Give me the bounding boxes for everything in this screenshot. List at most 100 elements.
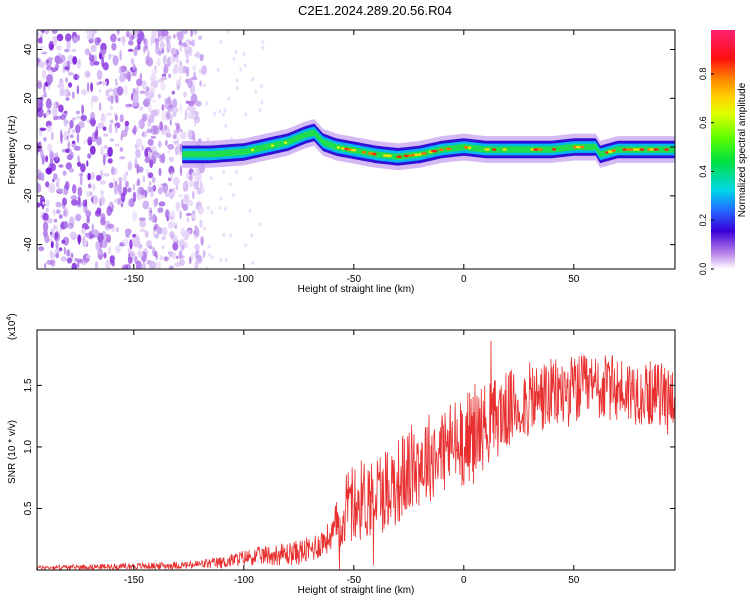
noise-blob (70, 195, 78, 200)
noise-blob (47, 84, 51, 90)
noise-blob (114, 80, 119, 87)
noise-blob (115, 114, 118, 122)
x-tick-label: -150 (124, 575, 144, 586)
noise-blob (87, 136, 93, 145)
noise-blob (89, 59, 95, 67)
noise-blob (162, 245, 165, 250)
snr-frame (36, 329, 676, 571)
noise-blob (149, 159, 154, 169)
noise-blob (47, 69, 53, 74)
spectrogram-y-ticks: 40 20 0 -20 -40 (23, 44, 675, 252)
ridge-hotspot (629, 148, 634, 151)
noise-blob (193, 230, 198, 236)
snr-y-multiplier-base: (x10 (7, 320, 18, 340)
noise-blob (140, 190, 148, 196)
noise-blob (108, 182, 114, 189)
noise-blob (42, 212, 49, 221)
noise-blob (139, 90, 146, 94)
x-tick-label: -50 (347, 274, 362, 285)
noise-blob (75, 115, 81, 120)
noise-blob (108, 88, 114, 92)
noise-blob (152, 213, 156, 221)
noise-blob (81, 260, 87, 265)
noise-blob (102, 155, 106, 166)
noise-blob (139, 220, 147, 228)
noise-blob (161, 104, 165, 111)
noise-blob (140, 167, 143, 171)
ridge-hotspot (653, 148, 660, 151)
noise-blob (194, 260, 199, 269)
noise-blob (60, 256, 67, 262)
noise-blob (228, 182, 232, 187)
colorbar-gradient (711, 30, 735, 269)
noise-blob (46, 218, 53, 224)
noise-blob (186, 105, 192, 111)
noise-blob (139, 72, 143, 80)
noise-blob (175, 184, 178, 191)
noise-blob (193, 180, 200, 190)
noise-blob (65, 33, 72, 42)
noise-blob (59, 86, 65, 97)
noise-blob (53, 224, 56, 231)
noise-blob (187, 200, 194, 206)
noise-blob (58, 104, 64, 113)
noise-blob (107, 158, 113, 164)
noise-blob (182, 183, 186, 187)
noise-blob (159, 41, 165, 50)
noise-blob (68, 168, 75, 173)
noise-blob (172, 187, 176, 196)
noise-blob (111, 42, 117, 51)
noise-blob (96, 250, 103, 256)
noise-blob (175, 53, 179, 64)
noise-blob (192, 135, 196, 142)
noise-blob (95, 241, 101, 251)
y-tick-label: 0 (23, 144, 34, 150)
noise-blob (86, 160, 89, 167)
noise-blob (179, 210, 182, 220)
noise-blob (100, 180, 106, 185)
noise-blob (150, 125, 157, 135)
noise-blob (41, 30, 45, 34)
noise-blob (70, 134, 74, 139)
noise-blob (158, 35, 164, 42)
noise-blob (239, 67, 243, 72)
noise-blob (166, 149, 171, 154)
noise-blob (165, 133, 172, 138)
colorbar-tick-label: 0.8 (698, 68, 708, 81)
noise-blob (109, 138, 115, 142)
noise-blob (162, 54, 167, 65)
noise-blob (172, 242, 179, 251)
noise-blob (111, 166, 115, 176)
noise-blob (44, 234, 50, 243)
noise-blob (86, 215, 90, 224)
noise-blob (137, 31, 145, 42)
noise-blob (64, 221, 68, 229)
noise-blob (89, 145, 96, 155)
noise-blob (99, 195, 106, 206)
ridge-hotspot (626, 148, 630, 151)
noise-blob (67, 140, 71, 151)
noise-blob (179, 165, 183, 177)
ridge-hotspot (362, 150, 366, 154)
noise-blob (81, 89, 87, 96)
noise-blob (142, 130, 147, 138)
x-tick-label: -150 (124, 274, 144, 285)
noise-blob (71, 117, 76, 121)
colorbar-tick-label: 0.6 (698, 116, 708, 129)
noise-blob (119, 49, 122, 61)
noise-blob (203, 226, 206, 231)
noise-blob (167, 104, 174, 112)
noise-blob (105, 259, 111, 269)
noise-blob (171, 112, 177, 118)
noise-blob (199, 80, 203, 87)
x-tick-label: 50 (568, 274, 580, 285)
noise-blob (77, 155, 80, 163)
noise-blob (132, 191, 137, 203)
noise-blob (169, 251, 173, 258)
noise-blob (71, 144, 77, 148)
noise-blob (169, 231, 175, 238)
noise-blob (234, 49, 238, 54)
noise-blob (120, 66, 126, 72)
noise-blob (224, 123, 228, 128)
